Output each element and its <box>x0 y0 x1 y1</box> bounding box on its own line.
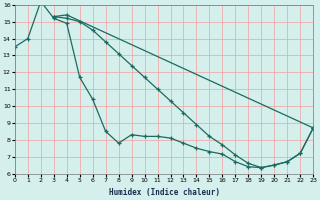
X-axis label: Humidex (Indice chaleur): Humidex (Indice chaleur) <box>108 188 220 197</box>
